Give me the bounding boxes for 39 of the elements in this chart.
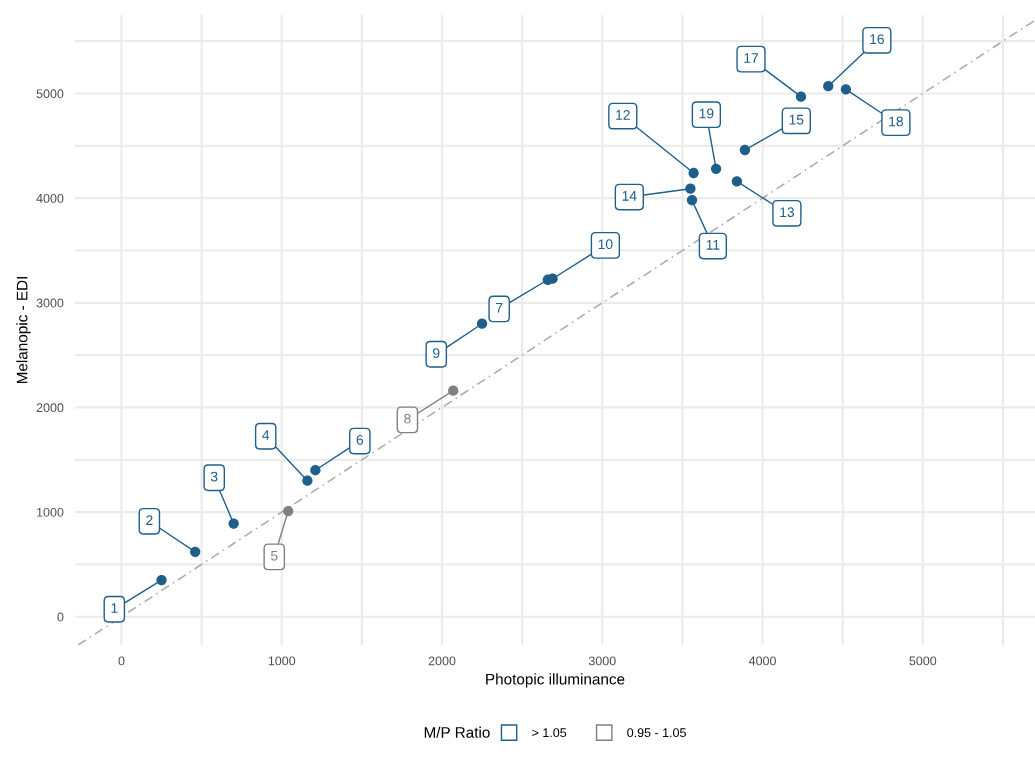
annotation: 13	[780, 207, 795, 218]
y-tick-label: 0	[57, 612, 64, 622]
annotation: 14	[622, 191, 637, 201]
legend-label: 0.95 - 1.05	[627, 728, 686, 738]
annotation: 5	[270, 550, 278, 561]
y-tick-label: 1000	[37, 507, 64, 517]
annotation: 16	[870, 34, 884, 45]
y-tick-label: 5000	[36, 89, 64, 99]
annotation: 3	[210, 471, 218, 482]
point	[686, 195, 698, 206]
point	[710, 163, 722, 174]
y-axis-title: Melanopic - EDI	[16, 277, 31, 384]
annotation: 17	[744, 53, 759, 63]
annotation: 12	[616, 109, 630, 120]
annotation: 10	[598, 239, 613, 250]
y-tick-label: 3000	[36, 298, 64, 308]
annotation: 1	[111, 603, 118, 613]
annotation: 4	[262, 430, 270, 440]
annotation: 2	[146, 515, 153, 525]
annotation: 11	[706, 240, 720, 250]
x-tick-label: 2000	[428, 656, 456, 666]
legend-title: M/P Ratio	[424, 726, 490, 738]
x-axis-title: Photopic illuminance	[486, 673, 625, 688]
x-tick-label: 5000	[909, 656, 937, 666]
annotation: 8	[404, 413, 411, 424]
y-tick-label: 4000	[36, 193, 64, 203]
y-tick-label: 2000	[36, 403, 64, 413]
x-tick-label: 3000	[588, 656, 616, 666]
x-tick-label: 4000	[748, 656, 776, 666]
annotation: 7	[496, 302, 503, 313]
point	[476, 318, 488, 329]
annotation: 19	[699, 108, 714, 119]
x-tick-label: 0	[118, 656, 125, 666]
annotation: 18	[889, 116, 904, 127]
annotation: 9	[433, 348, 440, 358]
annotation: 6	[356, 434, 364, 445]
legend-label: > 1.05	[532, 728, 567, 738]
x-tick-label: 1000	[268, 656, 296, 666]
annotation: 15	[789, 114, 804, 125]
